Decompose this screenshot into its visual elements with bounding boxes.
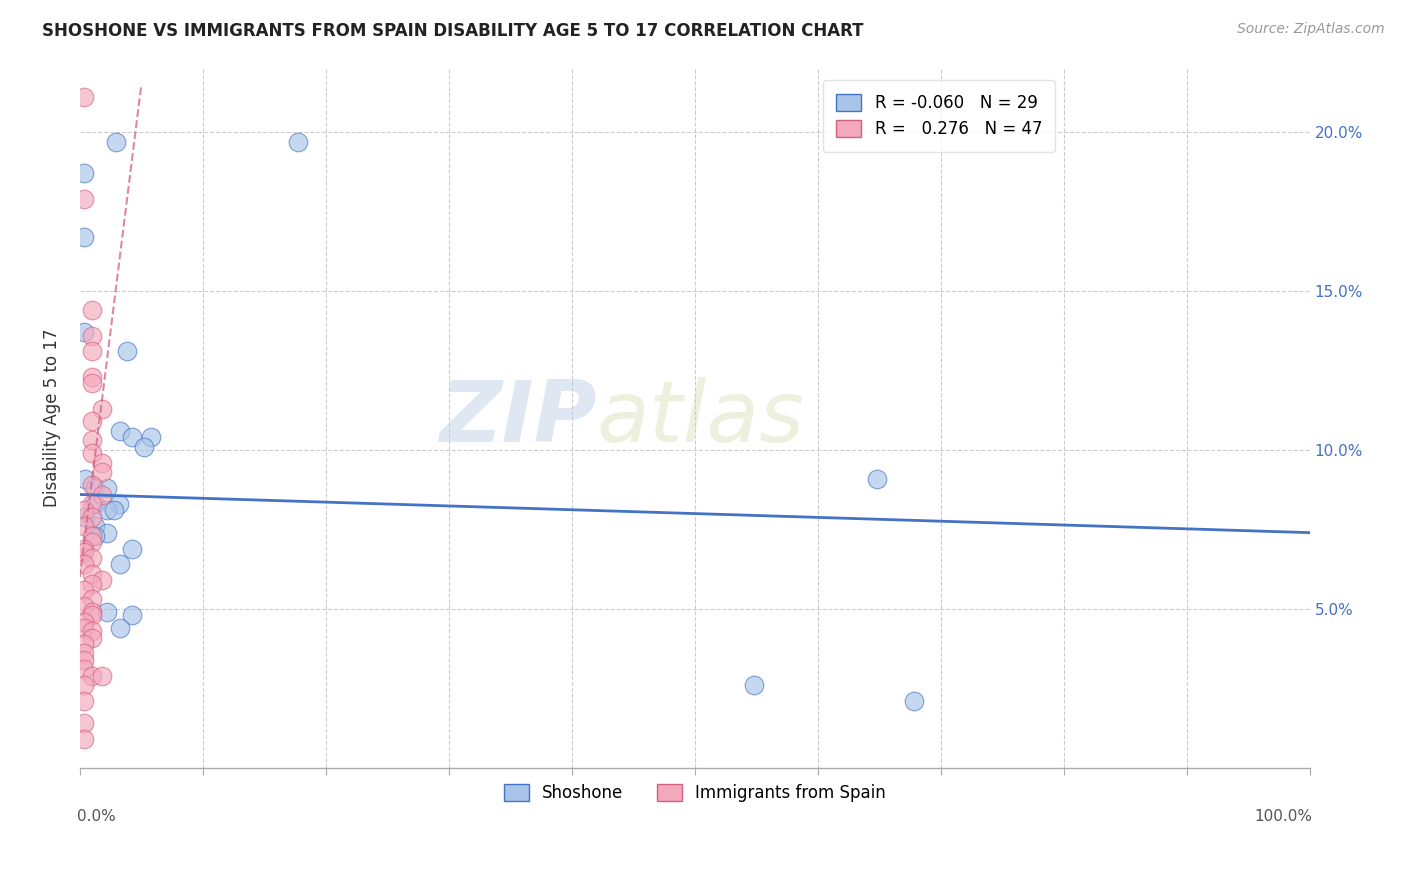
Point (82, 509, 104, 524)
Legend: Shoshone, Immigrants from Spain: Shoshone, Immigrants from Spain (498, 777, 893, 808)
Point (91, 465, 114, 479)
Text: 0.0%: 0.0% (77, 809, 117, 824)
Point (72, 545, 94, 559)
Point (91, 669, 114, 683)
Point (82, 608, 104, 623)
Point (96, 605, 118, 619)
Point (104, 135, 127, 149)
Point (72, 519, 94, 533)
Point (82, 414, 104, 428)
Point (72, 732, 94, 747)
Point (72, 678, 94, 692)
Y-axis label: Disability Age 5 to 17: Disability Age 5 to 17 (44, 329, 60, 508)
Point (72, 503, 94, 517)
Point (83, 529, 105, 543)
Text: Source: ZipAtlas.com: Source: ZipAtlas.com (1237, 22, 1385, 37)
Point (82, 529, 104, 543)
Point (103, 503, 125, 517)
Point (96, 481, 118, 495)
Point (73, 509, 96, 524)
Point (72, 90, 94, 104)
Point (866, 472, 889, 486)
Point (83, 519, 105, 533)
Point (82, 344, 104, 359)
Point (903, 694, 925, 708)
Point (287, 135, 309, 149)
Text: SHOSHONE VS IMMIGRANTS FROM SPAIN DISABILITY AGE 5 TO 17 CORRELATION CHART: SHOSHONE VS IMMIGRANTS FROM SPAIN DISABI… (42, 22, 863, 40)
Point (82, 478, 104, 492)
Point (72, 662, 94, 676)
Point (72, 694, 94, 708)
Point (82, 576, 104, 591)
Point (82, 624, 104, 639)
Point (110, 558, 132, 572)
Point (72, 615, 94, 629)
Point (82, 497, 104, 511)
Point (110, 621, 132, 635)
Text: atlas: atlas (596, 376, 804, 459)
Point (72, 326, 94, 340)
Point (82, 592, 104, 607)
Point (91, 456, 114, 470)
Point (72, 653, 94, 667)
Point (141, 430, 163, 444)
Point (82, 551, 104, 566)
Point (72, 558, 94, 572)
Point (83, 497, 105, 511)
Point (91, 574, 114, 588)
Point (115, 344, 138, 359)
Point (72, 647, 94, 661)
Point (82, 303, 104, 318)
Point (82, 328, 104, 343)
Point (82, 605, 104, 619)
Point (72, 637, 94, 651)
Point (72, 192, 94, 206)
Point (96, 503, 118, 517)
Point (742, 678, 765, 692)
Point (82, 535, 104, 549)
Point (72, 230, 94, 244)
Point (121, 430, 143, 444)
Point (72, 166, 94, 180)
Point (72, 541, 94, 556)
Point (82, 434, 104, 448)
Point (82, 631, 104, 645)
Text: 100.0%: 100.0% (1254, 809, 1312, 824)
Point (72, 582, 94, 597)
Point (82, 566, 104, 581)
Point (72, 599, 94, 613)
Point (96, 525, 118, 540)
Point (82, 446, 104, 460)
Point (132, 440, 155, 454)
Point (121, 608, 143, 623)
Point (91, 487, 114, 501)
Point (121, 541, 143, 556)
Point (73, 472, 96, 486)
Point (82, 669, 104, 683)
Point (83, 481, 105, 495)
Point (82, 370, 104, 384)
Text: ZIP: ZIP (439, 376, 596, 459)
Point (110, 424, 132, 438)
Point (72, 621, 94, 635)
Point (82, 376, 104, 391)
Point (108, 497, 131, 511)
Point (72, 716, 94, 731)
Point (91, 401, 114, 416)
